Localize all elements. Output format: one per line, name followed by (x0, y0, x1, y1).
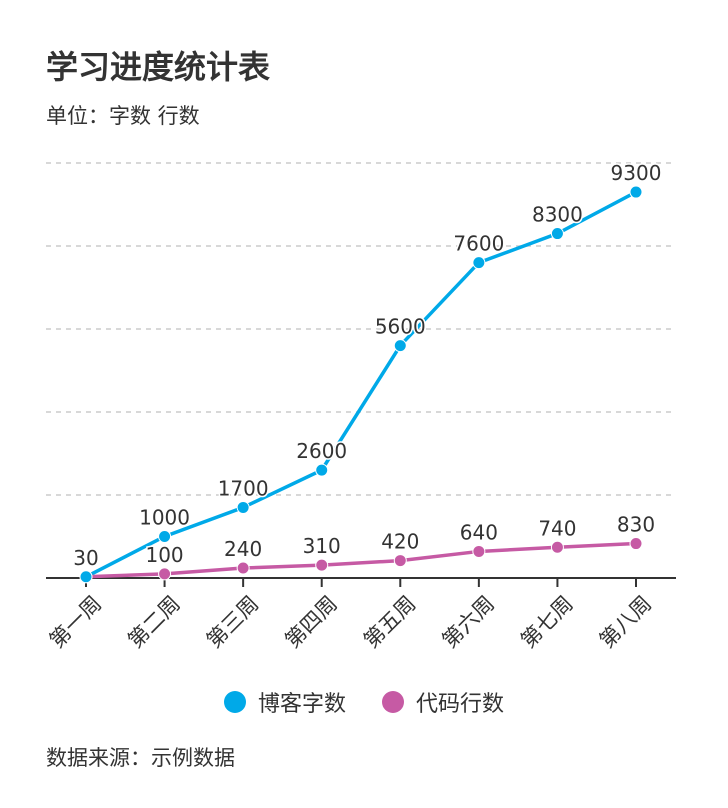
data-point (393, 554, 407, 568)
series-line-0 (85, 190, 637, 579)
x-tick-label: 第二周 (123, 591, 185, 653)
legend-label: 代码行数 (416, 692, 505, 717)
data-point (79, 570, 93, 584)
x-tick-label: 第八周 (595, 591, 657, 653)
legend-item-code-lines[interactable]: 代码行数 (382, 686, 504, 718)
data-label: 310 (303, 534, 341, 558)
chart-title: 学习进度统计表 (46, 48, 271, 86)
data-label: 2600 (296, 439, 347, 463)
data-point (629, 185, 643, 199)
data-label: 640 (460, 520, 498, 544)
data-label: 420 (381, 530, 419, 554)
data-label: 1700 (218, 476, 269, 500)
legend-item-blog-words[interactable]: 博客字数 (223, 686, 346, 718)
data-point (550, 540, 564, 554)
data-point (393, 339, 407, 353)
x-tick-label: 第一周 (45, 591, 107, 653)
data-point (236, 561, 250, 575)
line-chart: 第一周 第二周 第三周 第四周 第五周 第六周 第七周 第八周 30 1000 1700 2600 56… (45, 160, 676, 653)
data-label: 740 (538, 516, 576, 540)
x-tick-label: 第五周 (359, 591, 421, 653)
data-label: 7600 (453, 232, 504, 256)
data-label: 240 (224, 537, 262, 561)
data-point (315, 463, 329, 477)
data-label: 30 (73, 546, 98, 570)
x-tick-label: 第三周 (202, 591, 264, 653)
data-point (472, 256, 486, 270)
data-point (550, 227, 564, 241)
data-label: 1000 (139, 506, 190, 530)
data-label: 9300 (611, 161, 662, 185)
x-tick-label: 第六周 (438, 591, 500, 653)
data-point (158, 567, 172, 581)
x-tick-label: 第四周 (280, 591, 342, 653)
data-point (472, 544, 486, 558)
legend-marker-code-lines (382, 691, 404, 713)
series-line-1 (85, 541, 637, 579)
legend-label: 博客字数 (257, 692, 346, 717)
legend-marker-blog-words (223, 691, 246, 713)
data-label: 100 (145, 543, 183, 567)
data-point (629, 537, 643, 551)
chart-subtitle: 单位：字数 行数 (46, 104, 200, 128)
data-label: 5600 (375, 315, 426, 339)
data-label: 8300 (532, 203, 583, 227)
x-tick-label: 第七周 (516, 591, 578, 653)
legend: 博客字数 代码行数 (0, 686, 728, 718)
data-label: 830 (617, 513, 655, 537)
data-point (315, 558, 329, 572)
data-point (158, 530, 172, 543)
data-point (236, 500, 250, 514)
data-source-note: 数据来源：示例数据 (46, 746, 235, 770)
